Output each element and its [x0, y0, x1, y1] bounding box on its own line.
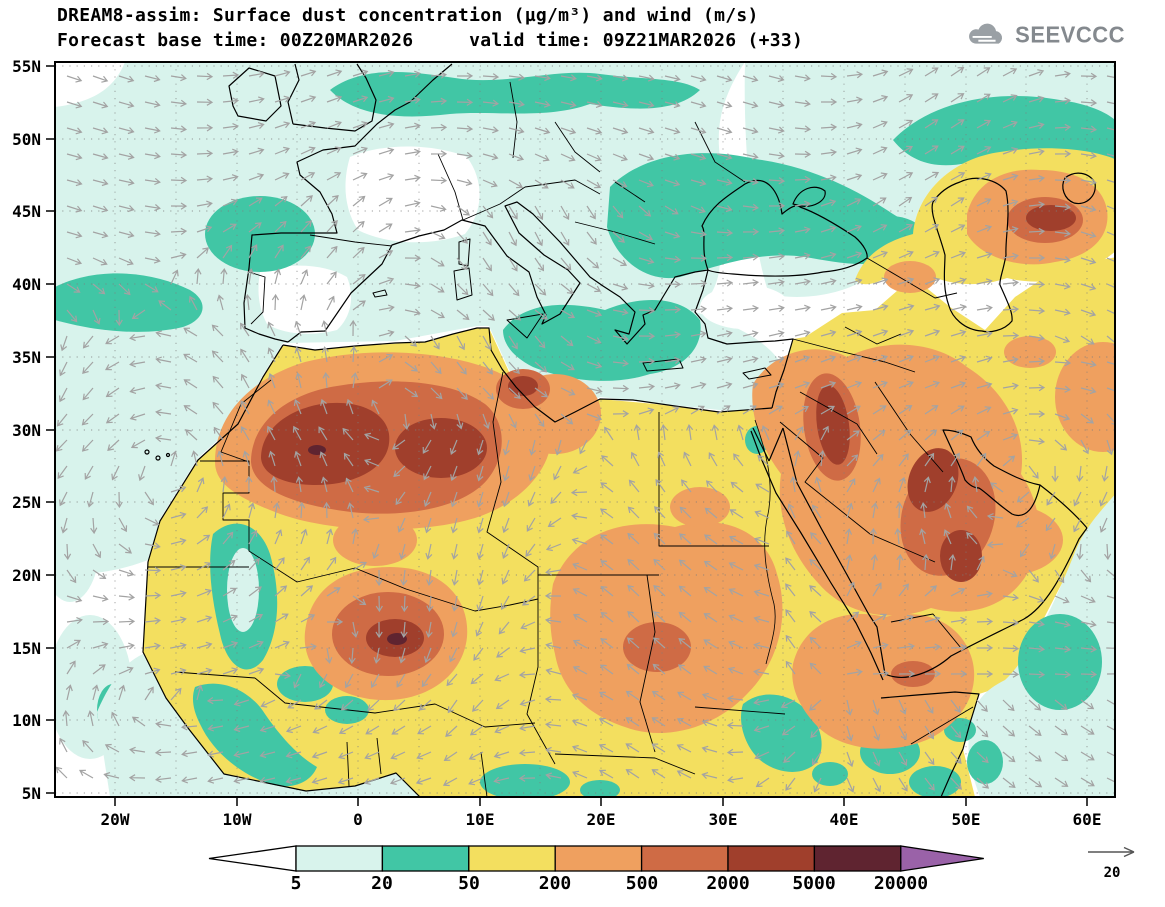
lon-tick-label: 0 — [353, 810, 363, 829]
lat-ticks — [46, 65, 55, 794]
lon-tick-label: 10E — [466, 810, 495, 829]
colorbar-level-label: 20000 — [873, 873, 929, 894]
lat-tick-label: 25N — [12, 493, 41, 512]
lat-tick-label: 45N — [12, 202, 41, 221]
lon-tick-label: 20W — [101, 810, 130, 829]
logo-text: SEEVCCC — [1015, 21, 1125, 48]
page-title: DREAM8-assim: Surface dust concentration… — [57, 5, 759, 26]
wind-arrows-layer — [55, 66, 1115, 793]
colorbar-level-label: 2000 — [706, 873, 750, 894]
lon-ticks — [114, 797, 1088, 806]
lon-tick-label: 50E — [952, 810, 981, 829]
map-frame: 55N 50N 45N 40N 35N 30N 25N 20N 15N 10N … — [12, 57, 1116, 829]
lat-axis-labels: 55N 50N 45N 40N 35N 30N 25N 20N 15N 10N … — [12, 57, 41, 803]
colorbar-level-label: 5000 — [792, 873, 836, 894]
lon-tick-label: 20E — [587, 810, 616, 829]
colorbar-level-label: 50 — [458, 873, 480, 894]
forecast-time-subtitle: Forecast base time: 00Z20MAR2026 valid t… — [57, 30, 804, 51]
colorbar-level-label: 5 — [290, 873, 302, 894]
wind-reference-value: 20 — [1103, 865, 1121, 881]
lon-tick-label: 30E — [709, 810, 738, 829]
dark-red-layer — [261, 205, 1076, 657]
wind-reference-arrow-icon — [1088, 846, 1135, 858]
wind-reference: 20 — [1082, 844, 1142, 881]
lat-tick-label: 40N — [12, 275, 41, 294]
seevccc-logo: SEEVCCC — [964, 20, 1125, 50]
map-art-layer — [55, 62, 1115, 797]
lon-axis-labels: 20W 10W 0 10E 20E 30E 40E 50E 60E — [101, 810, 1102, 829]
lat-tick-label: 55N — [12, 57, 41, 76]
cloud-icon — [969, 23, 1003, 44]
colorbar-swatches — [208, 845, 984, 872]
colorbar-level-label: 500 — [625, 873, 659, 894]
lat-tick-label: 30N — [12, 421, 41, 440]
colorbar-level-label: 200 — [538, 873, 572, 894]
coastline-layer — [142, 63, 1096, 797]
lat-tick-label: 50N — [12, 130, 41, 149]
lon-tick-label: 10W — [223, 810, 252, 829]
lat-tick-label: 15N — [12, 639, 41, 658]
lat-tick-label: 10N — [12, 711, 41, 730]
colorbar-level-label: 20 — [371, 873, 393, 894]
lat-tick-label: 20N — [12, 566, 41, 585]
lon-tick-label: 60E — [1073, 810, 1102, 829]
lat-tick-label: 35N — [12, 348, 41, 367]
lon-tick-label: 40E — [830, 810, 859, 829]
colorbar: 5 20 50 200 500 2000 5000 20000 — [207, 845, 985, 901]
lat-tick-label: 5N — [22, 784, 41, 803]
